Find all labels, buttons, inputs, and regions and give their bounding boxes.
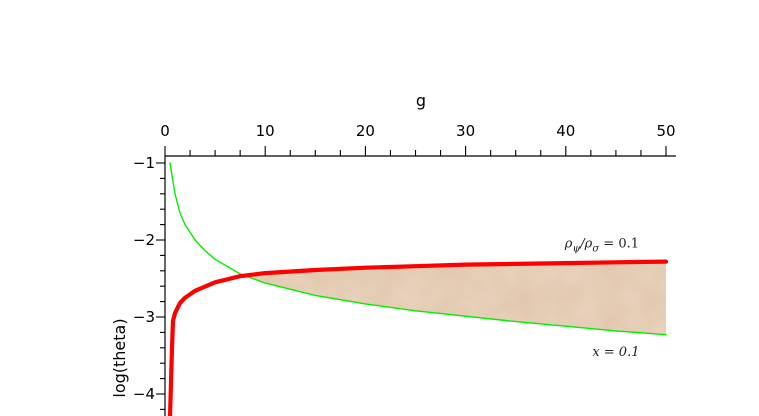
x-axis-title: g bbox=[416, 91, 426, 110]
series-line-ratio bbox=[167, 259, 669, 416]
y-ticks: −1 −2 −3 −4 bbox=[133, 154, 165, 410]
x-tick-label: 10 bbox=[256, 122, 275, 140]
annotation-x: x = 0.1 bbox=[592, 345, 639, 360]
x-tick-label: 20 bbox=[356, 122, 375, 140]
y-axis-title: log(theta) bbox=[110, 318, 129, 397]
annotation-ratio: ρψ/ρσ = 0.1 bbox=[564, 236, 639, 254]
y-tick-label: −1 bbox=[133, 154, 155, 172]
y-tick-label: −4 bbox=[133, 385, 155, 403]
x-tick-label: 50 bbox=[656, 122, 675, 140]
y-tick-label: −2 bbox=[133, 231, 155, 249]
x-tick-label: 30 bbox=[456, 122, 475, 140]
x-tick-label: 0 bbox=[160, 122, 170, 140]
series-layer bbox=[167, 162, 669, 416]
series-line-x bbox=[169, 162, 667, 336]
x-ticks: 0 10 20 30 40 50 bbox=[160, 122, 676, 156]
x-tick-label: 40 bbox=[556, 122, 575, 140]
shaded-region-texture bbox=[240, 261, 666, 335]
y-tick-label: −3 bbox=[133, 308, 155, 326]
